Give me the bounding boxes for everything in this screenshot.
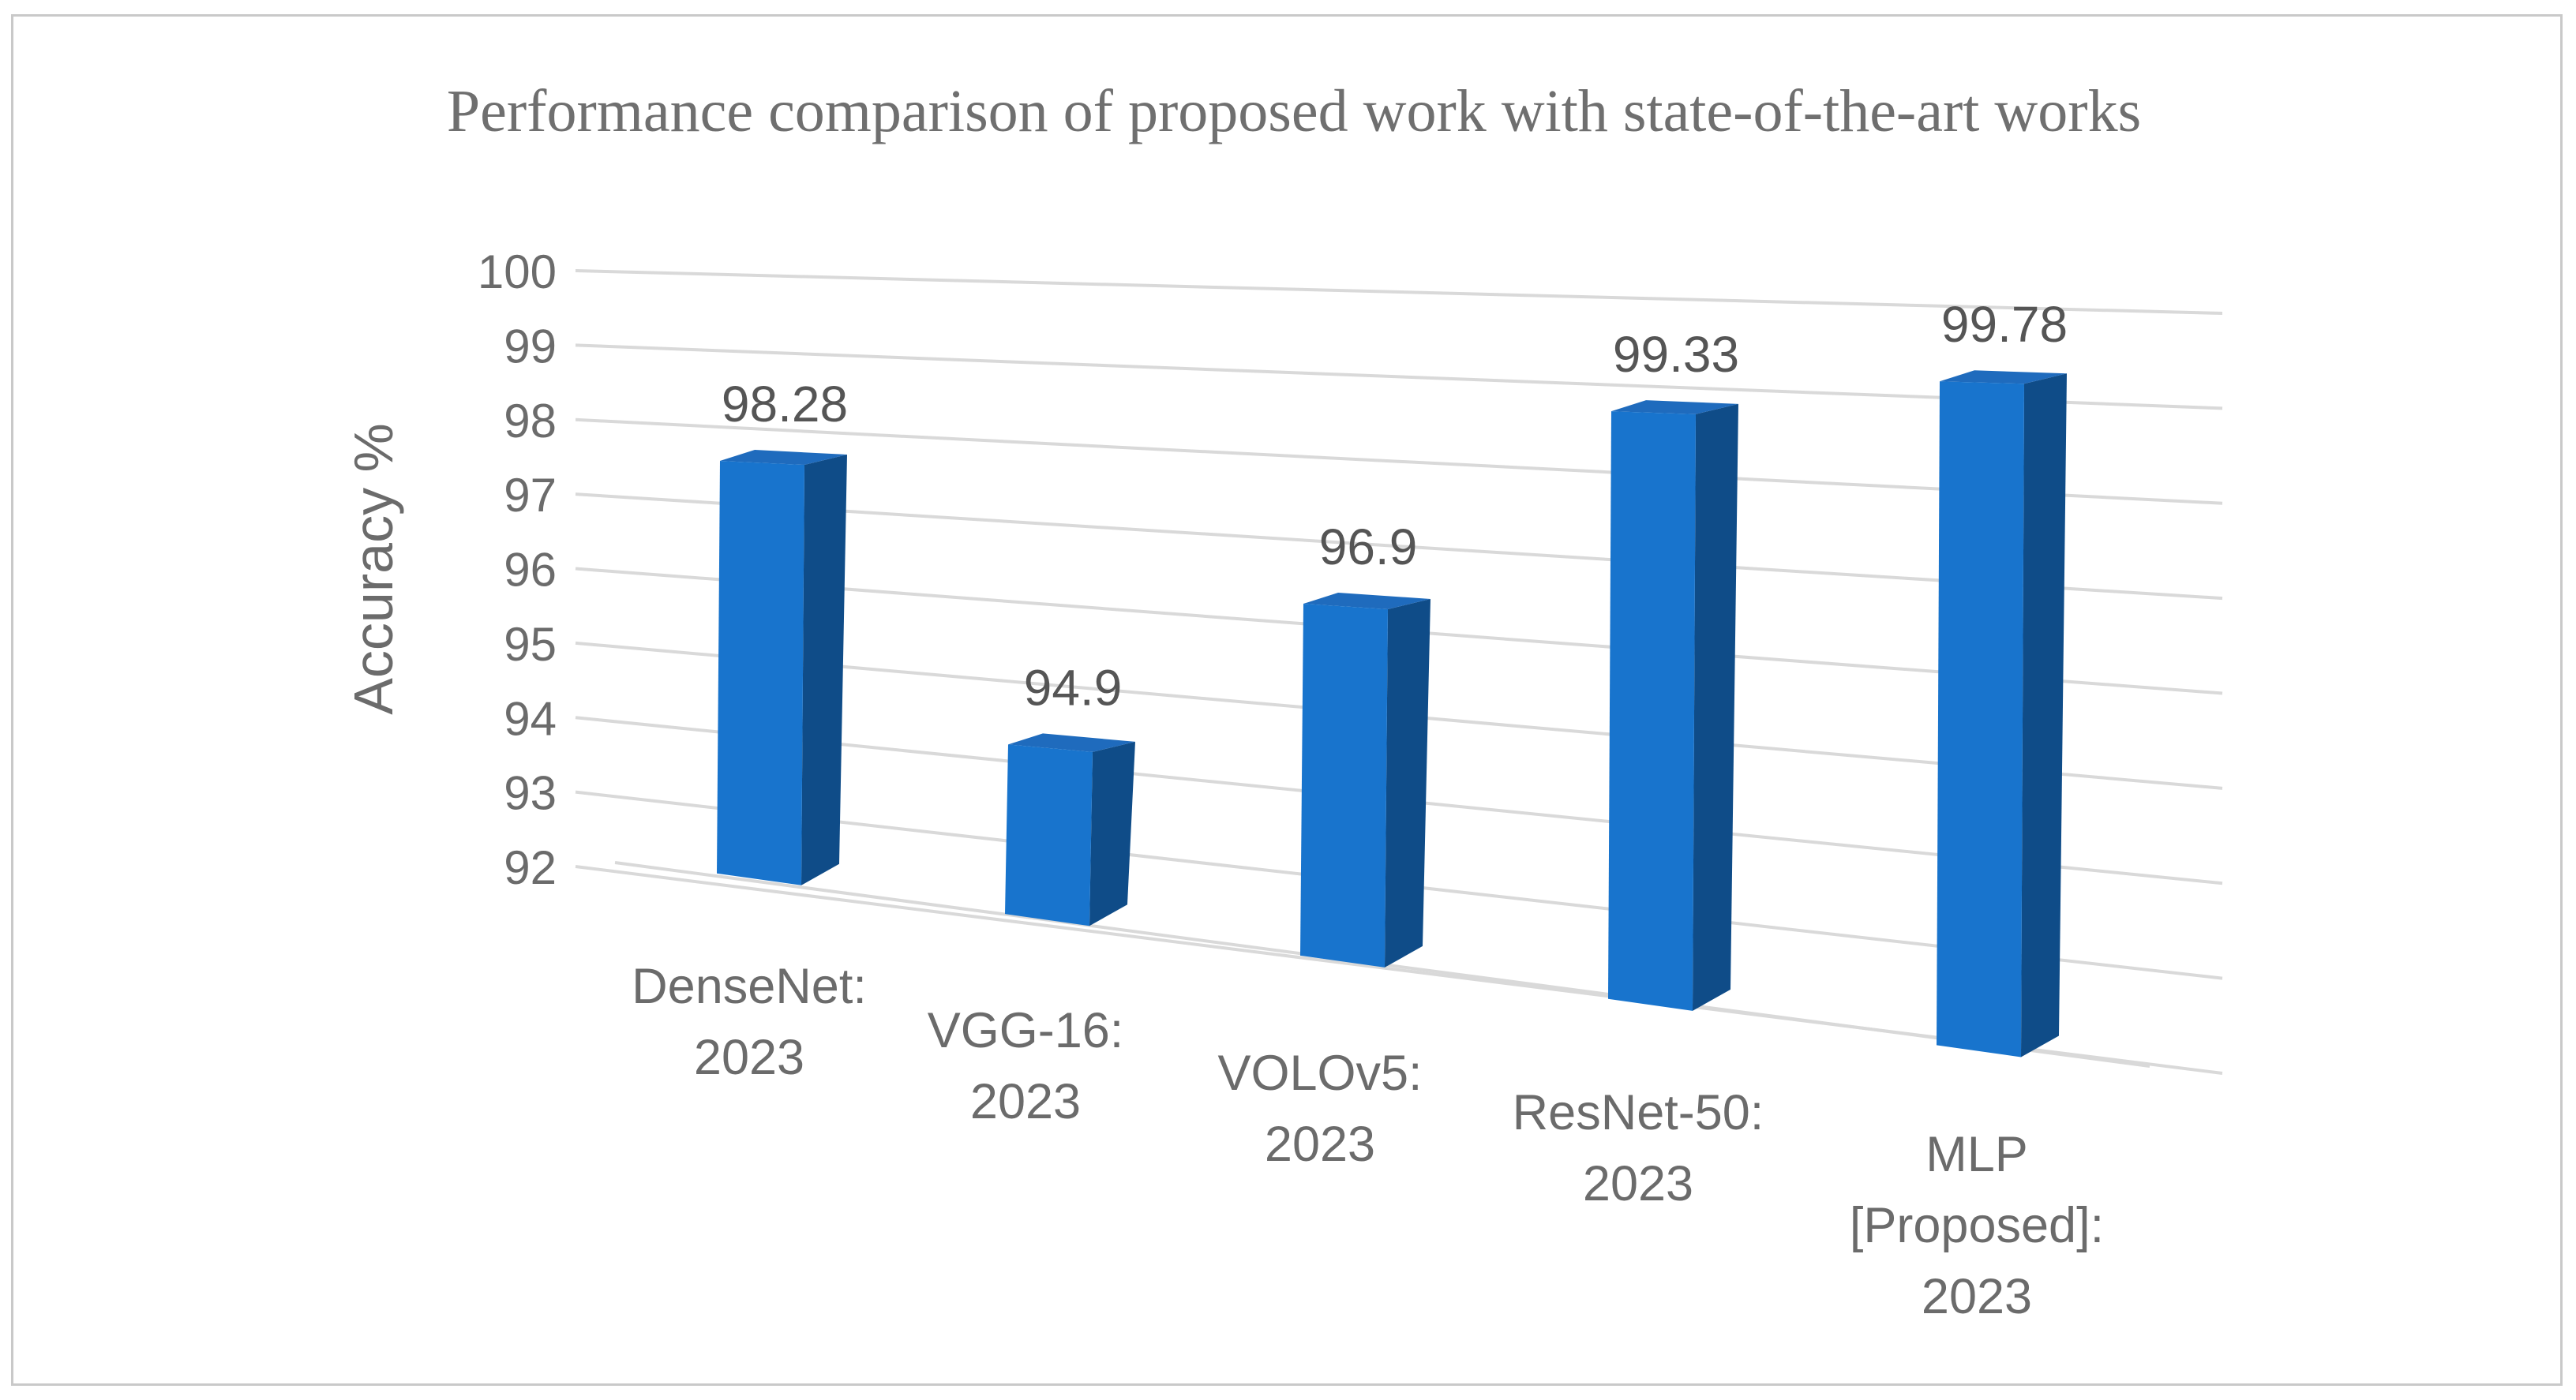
category-label: DenseNet: 2023: [632, 959, 867, 1085]
category-label: VOLOv5: 2023: [1217, 1046, 1422, 1172]
y-tick-label: 98: [504, 395, 557, 447]
bar-top-face: [720, 449, 847, 466]
bar-0: [717, 449, 847, 885]
category-label-line: ResNet-50:: [1513, 1085, 1764, 1140]
bar-4: [1937, 370, 2067, 1057]
bar-side-face: [801, 455, 847, 885]
chart-frame: Performance comparison of proposed work …: [11, 14, 2563, 1386]
bar-layer: [717, 370, 2067, 1057]
y-tick-label: 97: [504, 469, 557, 522]
bar-front-face: [1300, 604, 1388, 968]
category-label: VGG-16: 2023: [928, 1003, 1124, 1129]
category-label-line: VOLOv5:: [1217, 1046, 1422, 1101]
y-tick-label: 95: [504, 618, 557, 671]
bar-top-face: [1008, 733, 1135, 752]
category-label-line: DenseNet:: [632, 959, 867, 1014]
y-tick-label: 99: [504, 320, 557, 372]
bar-top-face: [1303, 593, 1430, 609]
data-label: 99.78: [1941, 296, 2068, 353]
bar-side-face: [1385, 598, 1430, 968]
bar-front-face: [1608, 411, 1696, 1011]
category-label-line: 2023: [1583, 1156, 1693, 1211]
bar-top-face: [1611, 400, 1738, 414]
bar-front-face: [717, 460, 804, 885]
data-labels: 98.28 94.9 96.9 99.33 99.78: [722, 296, 2068, 716]
category-label-line: 2023: [1265, 1117, 1375, 1172]
y-tick-label: 92: [504, 841, 557, 894]
bar-side-face: [1693, 403, 1738, 1011]
y-tick-labels: 92 93 94 95 96 97 98 99 100: [478, 245, 557, 894]
bar-side-face: [2021, 373, 2067, 1057]
category-label-line: 2023: [970, 1074, 1081, 1129]
category-label-line: [Proposed]:: [1850, 1198, 2104, 1253]
y-axis-label: Accuracy %: [343, 423, 404, 715]
category-label-line: MLP: [1925, 1127, 2028, 1182]
category-label-line: VGG-16:: [928, 1003, 1124, 1058]
data-label: 99.33: [1613, 326, 1739, 383]
bar-3: [1608, 400, 1738, 1011]
data-label: 94.9: [1024, 659, 1123, 716]
y-tick-label: 94: [504, 692, 557, 745]
bar-2: [1300, 593, 1430, 968]
category-label-line: 2023: [1922, 1269, 2032, 1324]
category-label-line: 2023: [694, 1030, 804, 1085]
data-label: 98.28: [722, 376, 848, 432]
bar-top-face: [1940, 370, 2067, 384]
category-label: ResNet-50: 2023: [1513, 1085, 1764, 1211]
category-label: MLP [Proposed]: 2023: [1850, 1127, 2104, 1324]
y-tick-label: 93: [504, 767, 557, 820]
chart-title: Performance comparison of proposed work …: [447, 78, 2141, 144]
bar-front-face: [1937, 381, 2024, 1057]
bar-front-face: [1005, 744, 1093, 926]
chart-svg: Performance comparison of proposed work …: [343, 78, 2223, 1324]
y-tick-label: 100: [478, 245, 557, 298]
bar-1: [1005, 733, 1135, 926]
y-tick-label: 96: [504, 544, 557, 597]
grid-line-100: [575, 269, 2223, 315]
data-label: 96.9: [1319, 518, 1418, 575]
bar-side-face: [1089, 741, 1135, 926]
